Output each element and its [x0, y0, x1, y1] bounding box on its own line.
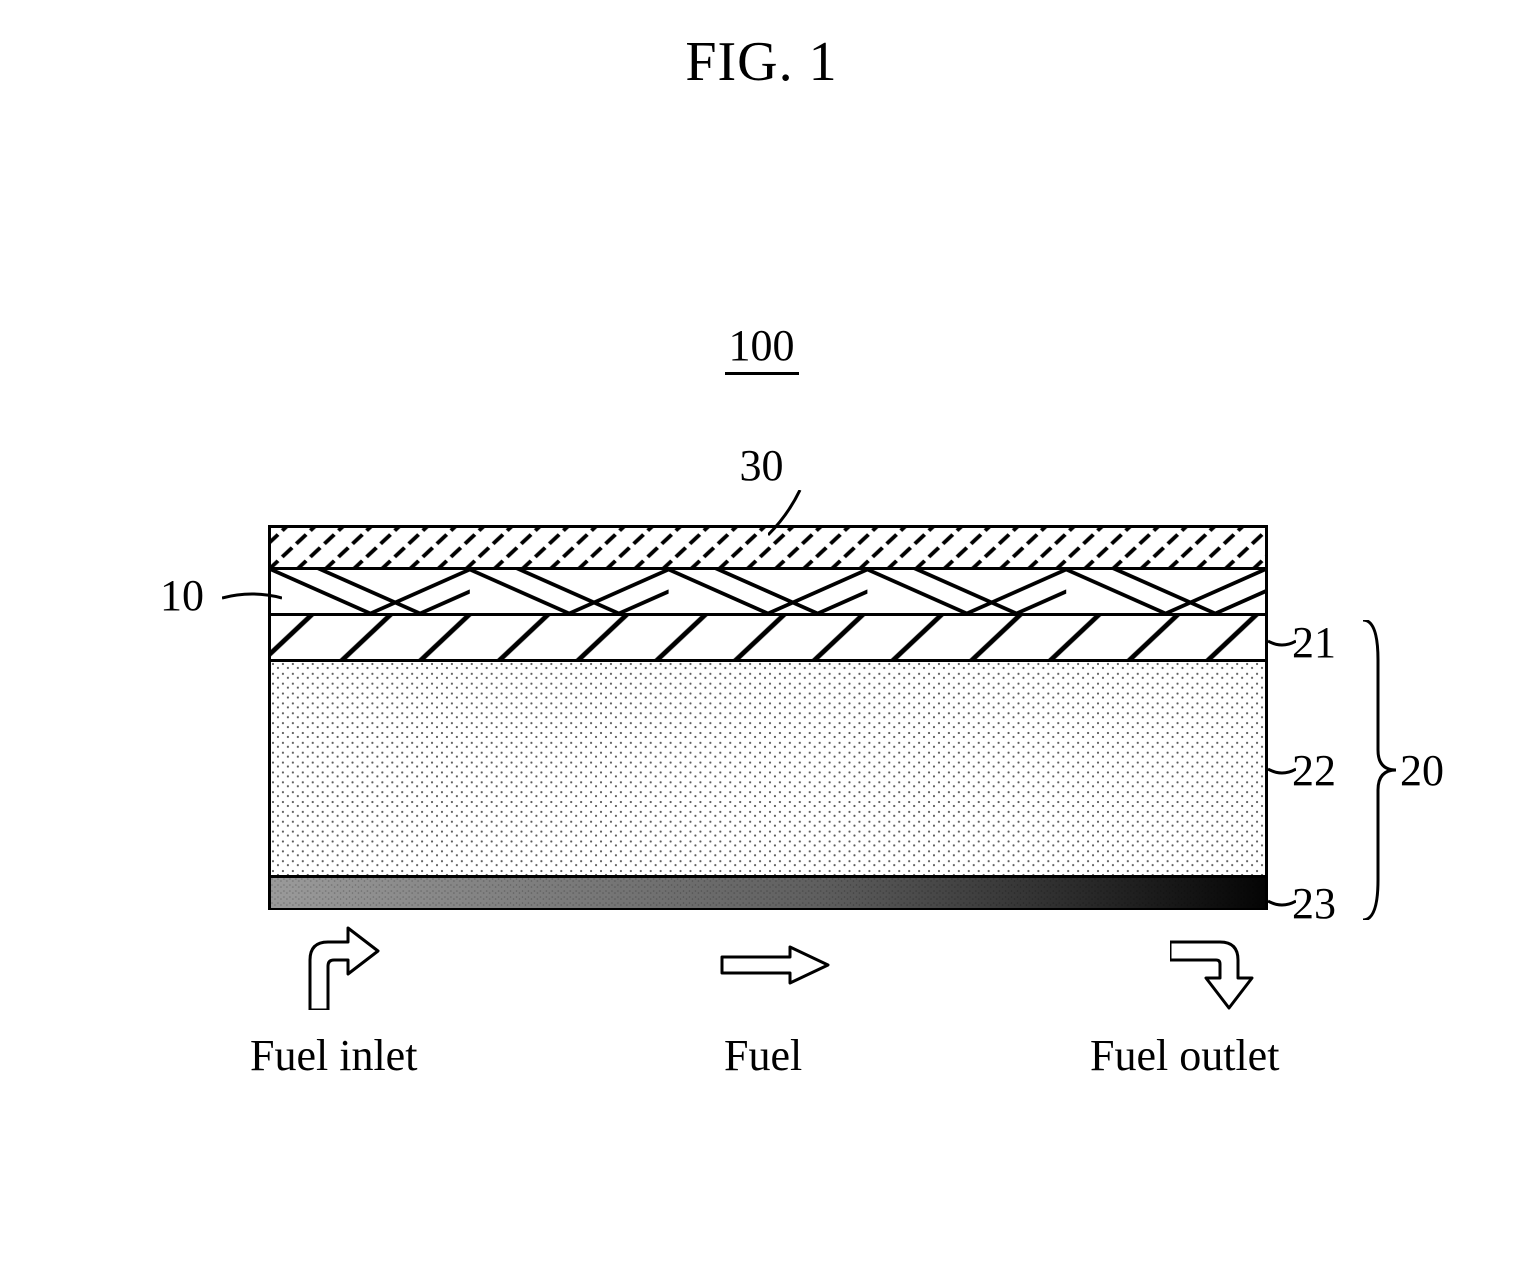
figure-page: FIG. 1 100 30 10	[0, 0, 1523, 1287]
layer-22	[271, 662, 1265, 878]
layer-label-23: 23	[1292, 878, 1336, 929]
layer-21	[271, 616, 1265, 662]
layer-label-30: 30	[0, 440, 1523, 491]
leader-23	[1268, 897, 1296, 917]
layer-30	[271, 528, 1265, 570]
layer-stack	[268, 525, 1268, 910]
figure-title: FIG. 1	[0, 30, 1523, 94]
layer-10	[271, 570, 1265, 616]
layer-23	[271, 878, 1265, 908]
layer-label-21: 21	[1292, 617, 1336, 668]
assembly-label: 100	[725, 321, 799, 375]
layer-label-10: 10	[160, 570, 204, 621]
leader-21	[1268, 637, 1296, 657]
group-label-20: 20	[1400, 745, 1444, 796]
fuel-outlet-caption: Fuel outlet	[1090, 1030, 1279, 1081]
fuel-flow-caption: Fuel	[724, 1030, 802, 1081]
leader-22	[1268, 765, 1296, 785]
fuel-inlet-caption: Fuel inlet	[250, 1030, 417, 1081]
layer-label-22: 22	[1292, 745, 1336, 796]
assembly-label-wrap: 100	[0, 320, 1523, 371]
fuel-outlet-arrow	[1170, 920, 1260, 1010]
fuel-inlet-arrow	[290, 920, 380, 1010]
fuel-flow-arrow	[720, 945, 830, 985]
brace-20	[1358, 620, 1398, 920]
